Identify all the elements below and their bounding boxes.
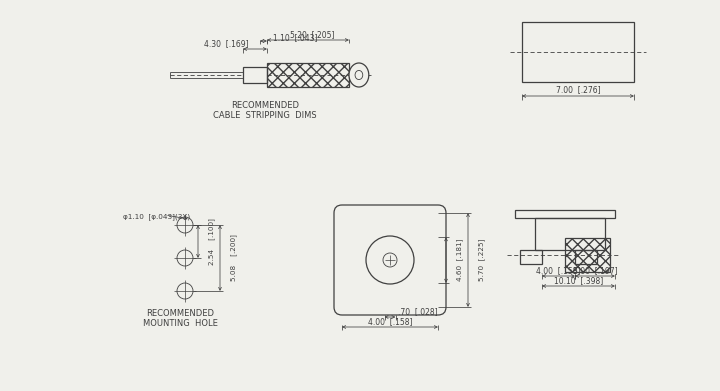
Text: 2.54    [.100]: 2.54 [.100] bbox=[209, 218, 215, 265]
Bar bbox=[267, 63, 349, 87]
Bar bbox=[520, 250, 542, 264]
Text: MOUNTING  HOLE: MOUNTING HOLE bbox=[143, 319, 217, 328]
Text: φ1.10  [φ.043](3X): φ1.10 [φ.043](3X) bbox=[123, 213, 190, 221]
Text: 4.00  [.158]: 4.00 [.158] bbox=[368, 317, 413, 326]
Text: 1.10  [.043]: 1.10 [.043] bbox=[273, 34, 318, 43]
Text: CABLE  STRIPPING  DIMS: CABLE STRIPPING DIMS bbox=[213, 111, 317, 120]
Text: 5.00  [.197]: 5.00 [.197] bbox=[572, 267, 617, 276]
Text: RECOMMENDED: RECOMMENDED bbox=[231, 100, 299, 109]
Bar bbox=[522, 22, 634, 82]
Text: 4.60  [.181]: 4.60 [.181] bbox=[456, 239, 464, 281]
Bar bbox=[535, 218, 605, 250]
Bar bbox=[515, 210, 615, 218]
Text: 5.20  [.205]: 5.20 [.205] bbox=[289, 30, 334, 39]
Text: 4.00  [.158]: 4.00 [.158] bbox=[536, 267, 581, 276]
Text: RECOMMENDED: RECOMMENDED bbox=[146, 308, 214, 317]
Bar bbox=[243, 67, 267, 83]
Text: 5.08    [.200]: 5.08 [.200] bbox=[230, 235, 238, 282]
Text: .70  [.028]: .70 [.028] bbox=[397, 307, 437, 316]
Bar bbox=[575, 250, 597, 264]
Text: 7.00  [.276]: 7.00 [.276] bbox=[556, 86, 600, 95]
Ellipse shape bbox=[349, 63, 369, 87]
Ellipse shape bbox=[355, 70, 363, 79]
Text: 4.30  [.169]: 4.30 [.169] bbox=[204, 39, 249, 48]
Text: 5.70  [.225]: 5.70 [.225] bbox=[479, 239, 485, 281]
Text: 10.10  [.398]: 10.10 [.398] bbox=[554, 276, 603, 285]
Bar bbox=[565, 238, 610, 272]
